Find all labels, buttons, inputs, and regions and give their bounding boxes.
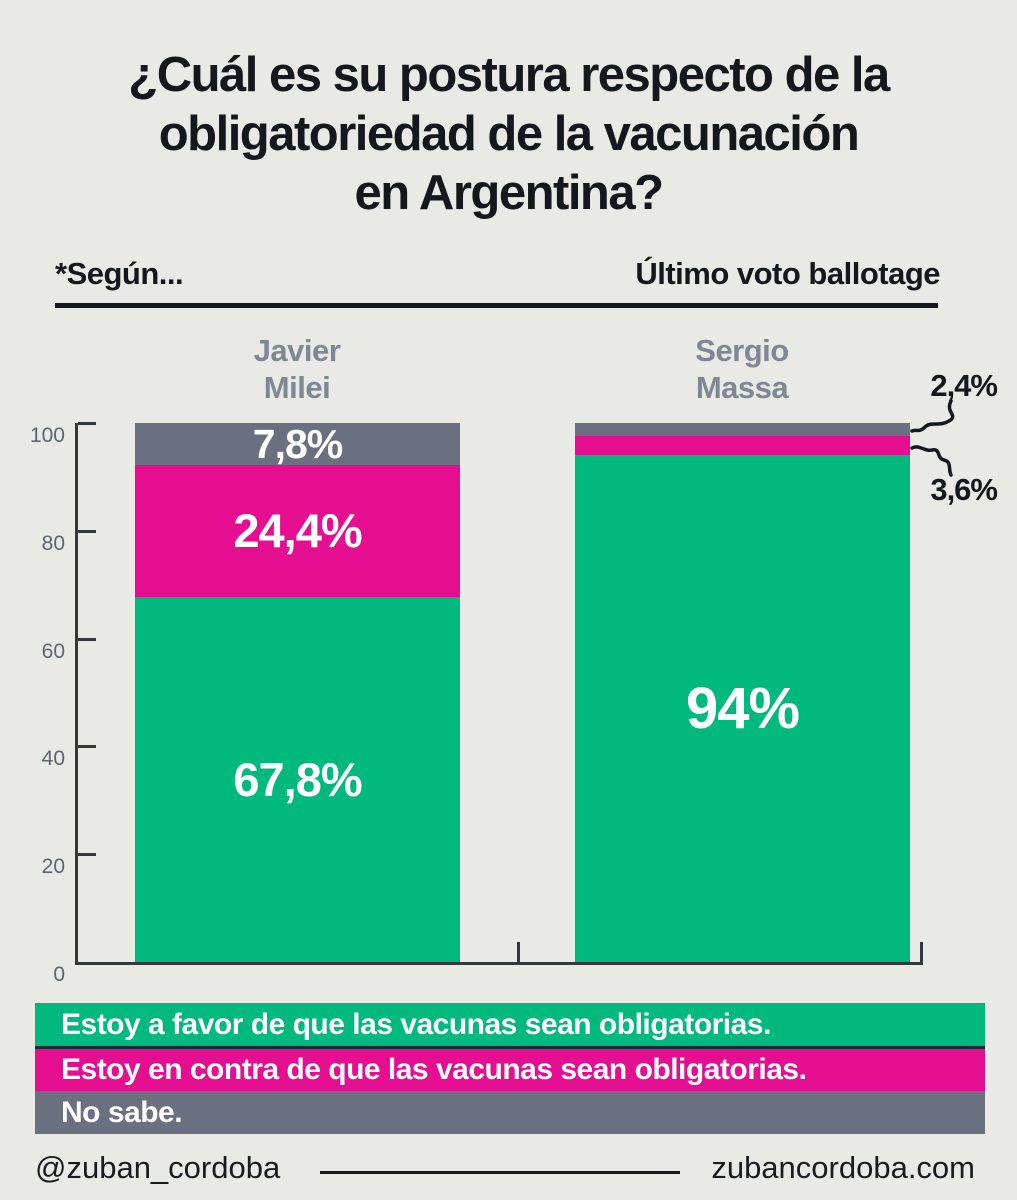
column-label-milei-line2: Milei xyxy=(263,370,331,405)
footer-divider xyxy=(320,1171,680,1174)
bar-segment-contra xyxy=(575,435,910,456)
bar-segment-favor: 67,8% xyxy=(135,596,460,962)
header-segun-label: *Según... xyxy=(55,256,184,291)
segment-value-label: 67,8% xyxy=(233,752,362,806)
x-axis-baseline xyxy=(75,962,923,965)
page-title: ¿Cuál es su postura respecto de la oblig… xyxy=(0,46,1017,223)
column-label-milei-line1: Javier xyxy=(253,333,341,368)
segment-value-label: 24,4% xyxy=(233,504,362,558)
y-tick-label: 0 xyxy=(53,963,65,986)
column-label-massa: Sergio Massa xyxy=(592,332,892,406)
segment-value-label: 94% xyxy=(685,676,800,742)
column-label-milei: Javier Milei xyxy=(147,332,447,406)
bar-segment-contra: 24,4% xyxy=(135,465,460,597)
legend-row-favor: Estoy a favor de que las vacunas sean ob… xyxy=(35,1003,985,1046)
callout-en-contra-value: 3,6% xyxy=(930,472,998,507)
header-ballotage-label: Último voto ballotage xyxy=(635,256,940,291)
legend-row-contra: Estoy en contra de que las vacunas sean … xyxy=(35,1046,985,1091)
header-underline xyxy=(55,303,938,308)
footer-twitter-handle: @zuban_cordoba xyxy=(35,1150,281,1185)
y-tick-label: 40 xyxy=(41,747,65,771)
x-axis-end-tick xyxy=(920,942,923,962)
legend-label-favor: Estoy a favor de que las vacunas sean ob… xyxy=(61,1007,771,1041)
x-axis-mid-tick xyxy=(517,942,520,962)
title-line-1: ¿Cuál es su postura respecto de la xyxy=(128,48,890,102)
legend-row-no-sabe: No sabe. xyxy=(35,1091,985,1134)
title-line-2: obligatoriedad de la vacunación xyxy=(158,107,860,161)
y-tick xyxy=(78,529,96,533)
segment-value-label: 7,8% xyxy=(252,420,343,467)
chart-plot-area: 7,8% 24,4% 67,8% 94% 100 80 60 40 20 0 xyxy=(30,420,923,986)
title-line-3: en Argentina? xyxy=(354,166,664,220)
bar-sergio-massa: 94% xyxy=(575,423,910,962)
y-tick-label: 100 xyxy=(29,424,65,447)
column-label-massa-line2: Massa xyxy=(695,370,789,405)
footer-website: zubancordoba.com xyxy=(711,1150,975,1185)
legend-label-contra: Estoy en contra de que las vacunas sean … xyxy=(61,1053,807,1086)
y-tick xyxy=(78,637,96,641)
bar-segment-favor: 94% xyxy=(575,455,910,962)
bar-segment-no_sabe: 7,8% xyxy=(135,420,460,467)
y-tick-label: 80 xyxy=(41,531,65,555)
y-tick xyxy=(78,853,96,857)
bar-javier-milei: 7,8% 24,4% 67,8% xyxy=(135,420,460,962)
y-tick-label: 60 xyxy=(41,639,65,663)
y-tick xyxy=(78,745,96,749)
legend: Estoy a favor de que las vacunas sean ob… xyxy=(35,1003,985,1134)
y-tick xyxy=(78,422,96,425)
y-tick-label: 20 xyxy=(41,855,65,879)
callout-no-sabe-value: 2,4% xyxy=(930,368,998,403)
legend-label-no-sabe: No sabe. xyxy=(61,1095,183,1129)
column-label-massa-line1: Sergio xyxy=(695,333,789,368)
bar-segment-no_sabe xyxy=(575,423,910,436)
y-axis xyxy=(75,423,78,965)
